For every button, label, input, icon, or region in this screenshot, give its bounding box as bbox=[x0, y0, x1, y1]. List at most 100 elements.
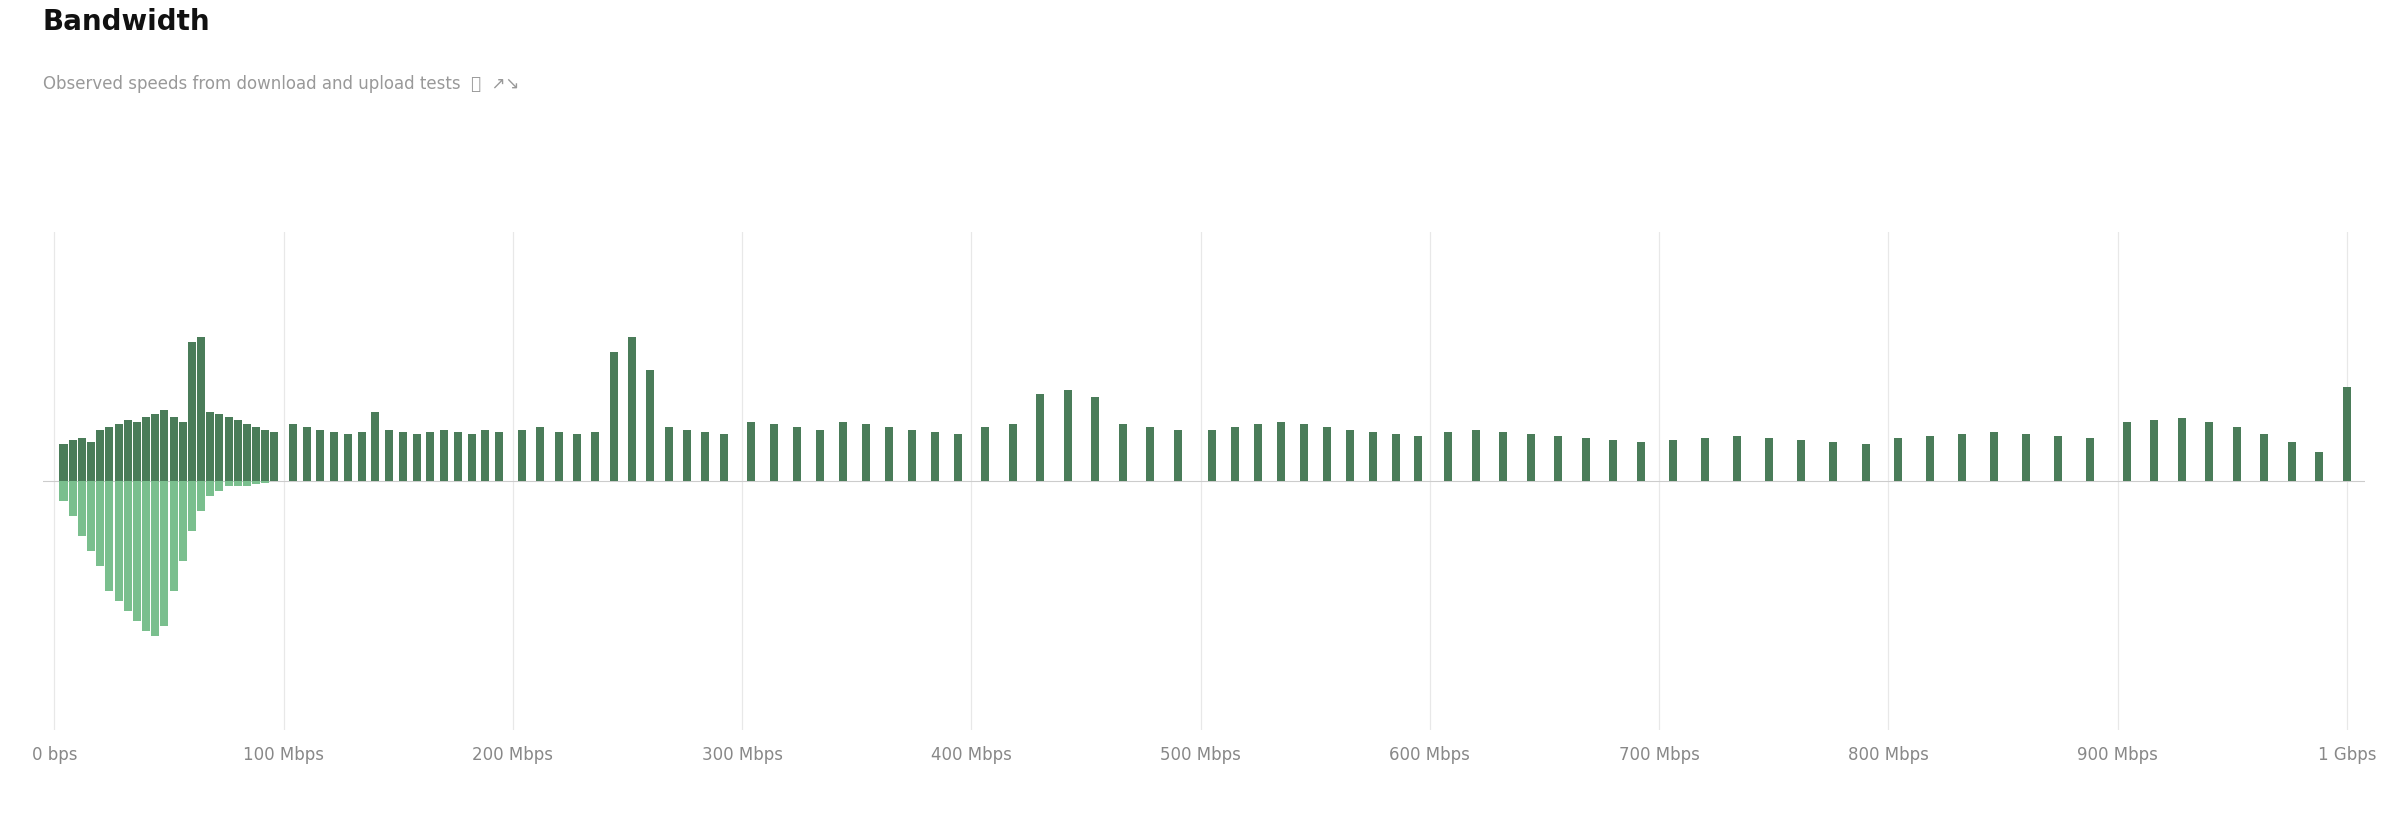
Bar bbox=[700, 432, 710, 481]
Bar bbox=[517, 430, 526, 481]
Bar bbox=[1798, 440, 1806, 481]
Bar bbox=[646, 370, 655, 481]
Bar bbox=[114, 423, 121, 481]
Bar bbox=[1765, 437, 1772, 481]
Bar bbox=[908, 430, 915, 481]
Bar bbox=[303, 427, 310, 481]
Bar bbox=[133, 422, 141, 481]
Bar bbox=[69, 481, 76, 516]
Bar bbox=[1253, 423, 1262, 481]
Bar bbox=[536, 427, 545, 481]
Bar bbox=[665, 427, 672, 481]
Bar bbox=[1008, 423, 1017, 481]
Bar bbox=[769, 423, 779, 481]
Bar bbox=[1734, 436, 1741, 481]
Bar bbox=[233, 420, 241, 481]
Bar bbox=[1925, 436, 1934, 481]
Bar bbox=[224, 417, 233, 481]
Bar bbox=[426, 432, 434, 481]
Bar bbox=[1443, 432, 1453, 481]
Bar bbox=[88, 481, 95, 551]
Bar bbox=[1527, 433, 1534, 481]
Bar bbox=[386, 430, 393, 481]
Bar bbox=[179, 481, 186, 561]
Bar bbox=[233, 481, 241, 486]
Bar bbox=[60, 481, 67, 501]
Bar bbox=[1670, 440, 1677, 481]
Bar bbox=[1860, 443, 1870, 481]
Bar bbox=[243, 481, 250, 486]
Bar bbox=[2261, 433, 2268, 481]
Bar bbox=[124, 420, 131, 481]
Bar bbox=[2344, 387, 2351, 481]
Bar bbox=[272, 432, 279, 481]
Text: Observed speeds from download and upload tests  ⓘ  ↗↘: Observed speeds from download and upload… bbox=[43, 75, 519, 93]
Bar bbox=[2053, 436, 2063, 481]
Bar bbox=[684, 430, 691, 481]
Bar bbox=[198, 337, 205, 481]
Bar bbox=[169, 417, 179, 481]
Bar bbox=[1894, 437, 1901, 481]
Bar bbox=[398, 432, 407, 481]
Bar bbox=[372, 412, 379, 481]
Bar bbox=[288, 423, 298, 481]
Bar bbox=[1277, 422, 1284, 481]
Bar bbox=[2087, 437, 2094, 481]
Bar bbox=[455, 432, 462, 481]
Bar bbox=[150, 413, 160, 481]
Bar bbox=[1174, 430, 1181, 481]
Bar bbox=[1346, 430, 1353, 481]
Bar bbox=[114, 481, 121, 601]
Bar bbox=[838, 422, 848, 481]
Bar bbox=[1301, 423, 1308, 481]
Bar bbox=[252, 481, 260, 485]
Bar bbox=[2315, 452, 2322, 481]
Bar bbox=[105, 427, 114, 481]
Bar bbox=[1636, 442, 1646, 481]
Bar bbox=[143, 417, 150, 481]
Bar bbox=[1555, 436, 1563, 481]
Bar bbox=[1146, 427, 1155, 481]
Bar bbox=[793, 427, 800, 481]
Bar bbox=[2122, 422, 2132, 481]
Bar bbox=[243, 423, 250, 481]
Bar bbox=[357, 432, 364, 481]
Bar bbox=[169, 481, 179, 591]
Bar bbox=[2232, 427, 2241, 481]
Bar bbox=[1322, 427, 1332, 481]
Bar bbox=[105, 481, 114, 591]
Bar bbox=[862, 423, 869, 481]
Bar bbox=[69, 440, 76, 481]
Bar bbox=[150, 481, 160, 636]
Bar bbox=[2177, 417, 2187, 481]
Bar bbox=[981, 427, 989, 481]
Bar bbox=[467, 433, 476, 481]
Bar bbox=[252, 427, 260, 481]
Bar bbox=[214, 413, 224, 481]
Bar bbox=[343, 433, 353, 481]
Bar bbox=[1120, 423, 1127, 481]
Bar bbox=[1582, 437, 1589, 481]
Bar bbox=[884, 427, 893, 481]
Bar bbox=[719, 433, 729, 481]
Text: Bandwidth: Bandwidth bbox=[43, 8, 210, 37]
Bar bbox=[95, 481, 105, 566]
Bar bbox=[817, 430, 824, 481]
Bar bbox=[160, 481, 169, 626]
Bar bbox=[1391, 433, 1401, 481]
Bar bbox=[331, 432, 338, 481]
Bar bbox=[412, 433, 422, 481]
Bar bbox=[224, 481, 233, 486]
Bar bbox=[1701, 437, 1708, 481]
Bar bbox=[214, 481, 224, 491]
Bar bbox=[207, 412, 214, 481]
Bar bbox=[1472, 430, 1479, 481]
Bar bbox=[1208, 430, 1217, 481]
Bar bbox=[574, 433, 581, 481]
Bar bbox=[2206, 422, 2213, 481]
Bar bbox=[179, 422, 186, 481]
Bar bbox=[1989, 432, 1998, 481]
Bar bbox=[262, 430, 269, 481]
Bar bbox=[1231, 427, 1239, 481]
Bar bbox=[79, 481, 86, 536]
